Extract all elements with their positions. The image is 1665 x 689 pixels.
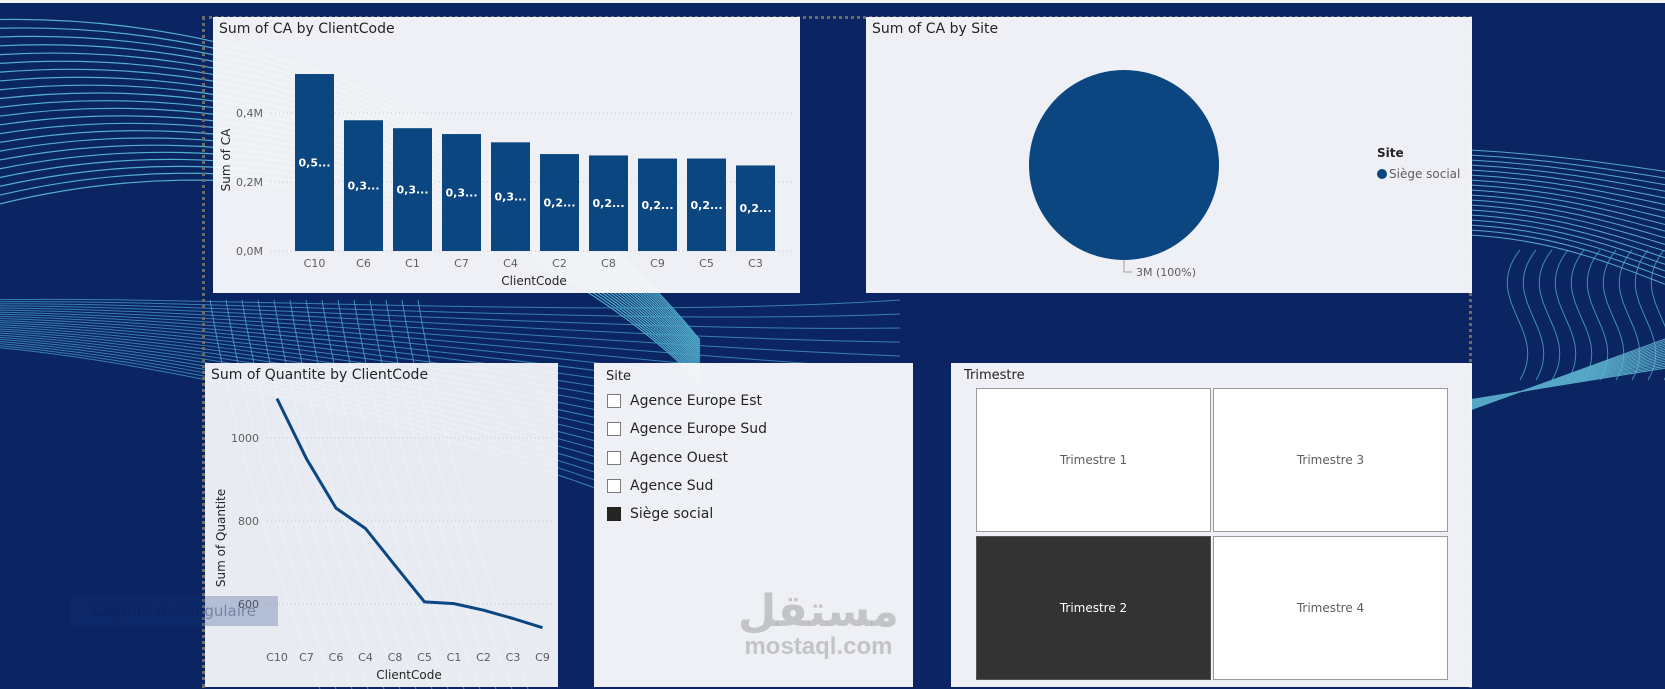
svg-text:C10: C10 <box>266 651 288 664</box>
window-top-strip <box>0 0 1665 3</box>
svg-text:C7: C7 <box>454 257 469 270</box>
slicer-item-agence-ouest[interactable]: Agence Ouest <box>607 446 728 470</box>
svg-text:0,3...: 0,3... <box>494 191 526 204</box>
svg-text:0,2...: 0,2... <box>543 197 575 210</box>
bar-c6[interactable]: 0,3... <box>344 120 383 252</box>
svg-text:0,4M: 0,4M <box>236 107 263 120</box>
svg-text:C4: C4 <box>503 257 518 270</box>
svg-text:0,2...: 0,2... <box>690 199 722 212</box>
slicer-item-label: Agence Sud <box>630 478 714 494</box>
tile-trimestre-2[interactable]: Trimestre 2 <box>976 536 1211 680</box>
svg-text:C9: C9 <box>535 651 550 664</box>
slicer-item-label: Agence Ouest <box>630 450 728 466</box>
slicer-item-label: Siège social <box>630 506 714 522</box>
pie-legend-title: Site <box>1377 146 1404 160</box>
quantite-line[interactable] <box>275 397 543 630</box>
slicer-item-agence-europe-est[interactable]: Agence Europe Est <box>607 389 762 413</box>
bar-c5[interactable]: 0,2... <box>687 158 726 251</box>
bar-chart-title: Sum of CA by ClientCode <box>219 21 395 37</box>
svg-text:C7: C7 <box>299 651 314 664</box>
tile-trimestre-1[interactable]: Trimestre 1 <box>976 388 1211 532</box>
pie-chart-title: Sum of CA by Site <box>872 21 999 37</box>
bar-c4[interactable]: 0,3... <box>491 142 530 251</box>
svg-text:600: 600 <box>238 598 259 611</box>
checkbox-icon[interactable] <box>607 479 621 493</box>
pie-chart-panel[interactable]: Sum of CA by Site 3M (100%) Site Siège s… <box>866 17 1472 293</box>
pie-slice-siege-social[interactable] <box>1029 70 1219 260</box>
svg-text:C8: C8 <box>601 257 616 270</box>
svg-text:C9: C9 <box>650 257 665 270</box>
site-slicer-header: Site <box>606 369 631 384</box>
svg-text:0,2...: 0,2... <box>592 197 624 210</box>
svg-text:0,2...: 0,2... <box>641 199 673 212</box>
svg-text:C2: C2 <box>476 651 491 664</box>
bar-c10[interactable]: 0,5... <box>295 74 334 251</box>
svg-text:0,3...: 0,3... <box>445 187 477 200</box>
svg-text:C1: C1 <box>447 651 462 664</box>
slicer-item-label: Agence Europe Est <box>630 393 763 409</box>
slicer-item-label: Agence Europe Sud <box>630 421 768 437</box>
svg-text:3M (100%): 3M (100%) <box>1136 266 1196 279</box>
trimestre-slicer-header: Trimestre <box>964 368 1025 383</box>
checkbox-icon[interactable] <box>607 451 621 465</box>
svg-text:C8: C8 <box>388 651 403 664</box>
svg-text:C4: C4 <box>358 651 373 664</box>
svg-text:C2: C2 <box>552 257 567 270</box>
bar-c7[interactable]: 0,3... <box>442 134 481 251</box>
line-chart-title: Sum of Quantite by ClientCode <box>211 367 429 383</box>
slicer-item-siege-social[interactable]: Siège social <box>607 502 713 526</box>
svg-text:ClientCode: ClientCode <box>376 668 441 682</box>
svg-text:800: 800 <box>238 515 259 528</box>
line-chart-plot[interactable]: 600 800 1000 Sum of Quantite C10 C7 C6 C4 C8 C5 C1… <box>205 363 558 687</box>
svg-text:C5: C5 <box>417 651 432 664</box>
bar-c8[interactable]: 0,2... <box>589 155 628 251</box>
tile-trimestre-3[interactable]: Trimestre 3 <box>1213 388 1448 532</box>
svg-text:0,0M: 0,0M <box>236 245 263 258</box>
slicer-item-agence-sud[interactable]: Agence Sud <box>607 474 713 498</box>
svg-text:1000: 1000 <box>231 432 259 445</box>
trimestre-slicer-panel: Trimestre Trimestre 1 Trimestre 3 Trimes… <box>951 363 1472 687</box>
checkbox-icon[interactable] <box>607 394 621 408</box>
line-chart-panel[interactable]: Sum of Quantite by ClientCode 600 800 1000… <box>205 363 558 687</box>
svg-text:C5: C5 <box>699 257 714 270</box>
svg-text:0,5...: 0,5... <box>298 157 330 170</box>
slicer-item-agence-europe-sud[interactable]: Agence Europe Sud <box>607 417 767 441</box>
svg-text:C10: C10 <box>304 257 326 270</box>
pie-legend-item-siege-social[interactable]: Siège social <box>1377 167 1460 181</box>
legend-item-label: Siège social <box>1389 167 1461 181</box>
bar-c1[interactable]: 0,3... <box>393 128 432 251</box>
svg-text:Sum of Quantite: Sum of Quantite <box>214 489 228 587</box>
svg-text:ClientCode: ClientCode <box>501 274 566 288</box>
pie-chart-plot[interactable]: 3M (100%) <box>866 17 1472 293</box>
capture-rectangulaire-overlay: Capture rectangulaire <box>70 596 278 626</box>
svg-text:C3: C3 <box>748 257 763 270</box>
bar-chart-panel[interactable]: Sum of CA by ClientCode 0,0M 0,2M 0,4M Sum … <box>213 17 800 293</box>
svg-text:0,3...: 0,3... <box>347 180 379 193</box>
tile-trimestre-4[interactable]: Trimestre 4 <box>1213 536 1448 680</box>
svg-text:0,3...: 0,3... <box>396 184 428 197</box>
checkbox-icon[interactable] <box>607 422 621 436</box>
svg-text:0,2...: 0,2... <box>739 202 771 215</box>
svg-text:C6: C6 <box>329 651 344 664</box>
svg-text:C1: C1 <box>405 257 420 270</box>
svg-text:Sum of CA: Sum of CA <box>219 128 233 191</box>
bar-c2[interactable]: 0,2... <box>540 154 579 251</box>
site-slicer-panel: Site Agence Europe Est Agence Europe Sud… <box>594 363 913 687</box>
checkbox-checked-icon[interactable] <box>607 507 621 521</box>
bar-c3[interactable]: 0,2... <box>736 165 775 251</box>
legend-dot-icon <box>1377 169 1387 179</box>
bar-c9[interactable]: 0,2... <box>638 158 677 251</box>
svg-text:C3: C3 <box>506 651 521 664</box>
svg-text:0,2M: 0,2M <box>236 176 263 189</box>
svg-text:C6: C6 <box>356 257 371 270</box>
